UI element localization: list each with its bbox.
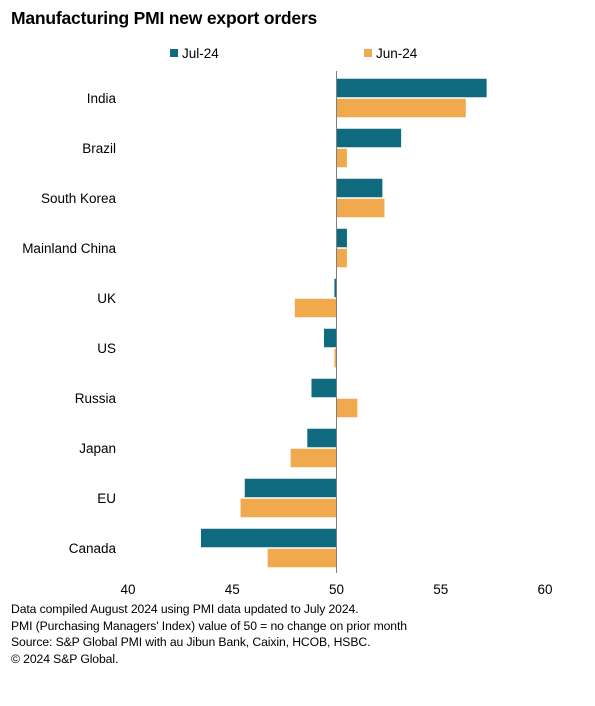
legend-label-jul-24: Jul-24 (182, 46, 219, 61)
category-label: UK (97, 291, 116, 306)
x-tick-label: 50 (329, 582, 344, 597)
bar-jun-24-russia (336, 398, 358, 418)
category-label: South Korea (41, 191, 117, 206)
x-tick-label: 60 (537, 582, 552, 597)
bar-jul-24-russia (311, 378, 337, 398)
bar-jun-24-japan (290, 448, 337, 468)
category-label: Brazil (82, 141, 116, 156)
bar-jun-24-brazil (336, 148, 347, 168)
x-tick-label: 40 (120, 582, 135, 597)
bar-jun-24-eu (240, 498, 337, 518)
bar-jul-24-mainland-china (336, 228, 347, 248)
category-label: Russia (75, 391, 117, 406)
legend-label-jun-24: Jun-24 (376, 46, 418, 61)
legend-swatch-jul-24 (170, 49, 178, 57)
bar-jun-24-uk (294, 298, 337, 318)
bars (200, 78, 487, 568)
legend-swatch-jun-24 (364, 49, 372, 57)
note-line: Data compiled August 2024 using PMI data… (11, 602, 359, 616)
bar-jun-24-mainland-china (336, 248, 347, 268)
bar-jul-24-south-korea (336, 178, 383, 198)
bar-jul-24-us (323, 328, 337, 348)
category-labels: India Brazil South Korea Mainland China UK US… (22, 91, 116, 556)
category-label: Japan (79, 441, 116, 456)
bar-jun-24-india (336, 98, 466, 118)
bar-jun-24-south-korea (336, 198, 385, 218)
note-line: PMI (Purchasing Managers' Index) value o… (11, 618, 407, 633)
bar-chart: Jul-24 Jun-24 India Brazil South Korea Mainl… (22, 46, 552, 597)
chart-notes: Data compiled August 2024 using PMI data… (11, 601, 407, 667)
bar-jul-24-india (336, 78, 487, 98)
legend: Jul-24 Jun-24 (170, 46, 418, 61)
x-tick-label: 55 (433, 582, 448, 597)
category-label: Mainland China (22, 241, 116, 256)
note-line: © 2024 S&P Global. (11, 651, 119, 666)
x-axis-ticks: 40 45 50 55 60 (120, 582, 552, 597)
note-line: Source: S&P Global PMI with au Jibun Ban… (11, 635, 371, 649)
bar-jul-24-eu (244, 478, 337, 498)
bar-jul-24-canada (200, 528, 337, 548)
bar-jun-24-canada (267, 548, 337, 568)
category-label: Canada (69, 541, 117, 556)
bar-jul-24-brazil (336, 128, 402, 148)
category-label: EU (97, 491, 116, 506)
x-tick-label: 45 (225, 582, 240, 597)
chart-title: Manufacturing PMI new export orders (11, 8, 318, 28)
bar-jul-24-uk (334, 278, 337, 298)
bar-jul-24-japan (307, 428, 337, 448)
category-label: US (97, 341, 116, 356)
category-label: India (87, 91, 117, 106)
bar-jun-24-us (334, 348, 337, 368)
